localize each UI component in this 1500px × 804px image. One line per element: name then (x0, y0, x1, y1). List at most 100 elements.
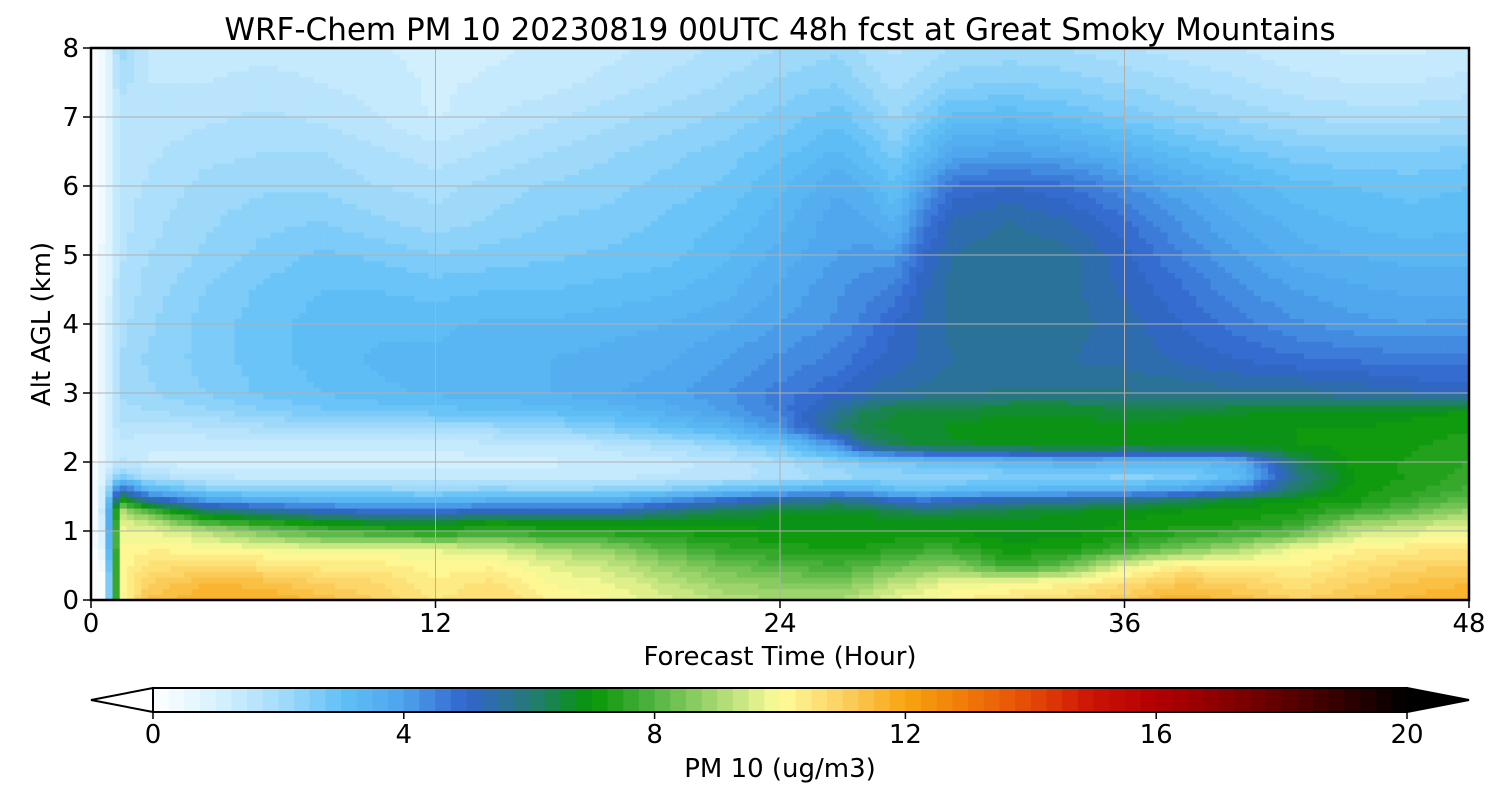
heatmap-cell (593, 479, 602, 486)
heatmap-cell (909, 531, 917, 538)
heatmap-cell (1318, 536, 1327, 544)
heatmap-cell (177, 542, 185, 549)
heatmap-cell (736, 473, 745, 480)
heatmap-cell (464, 467, 472, 475)
heatmap-cell (966, 542, 975, 549)
heatmap-cell (155, 565, 164, 572)
heatmap-cell (894, 548, 903, 555)
heatmap-cell (514, 456, 523, 463)
heatmap-cell (191, 594, 200, 601)
heatmap-cell (1382, 490, 1391, 498)
heatmap-cell (399, 508, 408, 515)
heatmap-cell (1016, 594, 1025, 601)
heatmap-cell (306, 513, 315, 521)
heatmap-cell (823, 565, 831, 572)
heatmap-cell (1232, 513, 1240, 521)
heatmap-cell (1440, 450, 1449, 457)
heatmap-cell (1404, 577, 1413, 584)
heatmap-cell (1081, 536, 1090, 544)
heatmap-cell (887, 450, 896, 457)
heatmap-cell (270, 588, 279, 595)
heatmap-cell (959, 462, 968, 469)
heatmap-cell (105, 496, 114, 503)
heatmap-cell (780, 559, 788, 567)
heatmap-cell (1045, 531, 1054, 538)
heatmap-cell (1311, 594, 1319, 601)
heatmap-cell (1418, 559, 1427, 567)
heatmap-cell (1196, 582, 1205, 590)
heatmap-cell (959, 490, 968, 498)
heatmap-cell (1160, 594, 1169, 601)
heatmap-cell (880, 496, 889, 503)
heatmap-cell (1124, 554, 1133, 561)
heatmap-cell (1174, 485, 1183, 492)
heatmap-cell (342, 559, 350, 567)
heatmap-cell (1174, 594, 1183, 601)
heatmap-cell (291, 462, 300, 469)
heatmap-cell (765, 485, 774, 492)
heatmap-cell (1031, 536, 1039, 544)
heatmap-cell (873, 467, 882, 475)
heatmap-cell (1433, 485, 1441, 492)
heatmap-cell (335, 462, 343, 469)
heatmap-cell (629, 565, 638, 572)
heatmap-cell (557, 513, 566, 521)
heatmap-cell (234, 565, 243, 572)
heatmap-cell (966, 490, 975, 498)
heatmap-cell (1390, 490, 1398, 498)
heatmap-cell (370, 565, 379, 572)
heatmap-cell (543, 456, 551, 463)
heatmap-cell (1117, 536, 1126, 544)
heatmap-cell (751, 554, 760, 561)
heatmap-cell (134, 582, 142, 590)
heatmap-cell (815, 508, 824, 515)
heatmap-cell (378, 554, 386, 561)
heatmap-cell (937, 594, 946, 601)
heatmap-cell (787, 565, 795, 572)
heatmap-cell (657, 490, 666, 498)
heatmap-cell (1332, 513, 1341, 521)
heatmap-cell (851, 571, 860, 578)
heatmap-cell (1095, 456, 1104, 463)
heatmap-cell (1217, 479, 1226, 486)
heatmap-cell (1232, 519, 1240, 526)
heatmap-cell (1110, 577, 1118, 584)
heatmap-cell (1081, 594, 1090, 601)
heatmap-cell (643, 531, 652, 538)
heatmap-cell (342, 456, 350, 463)
heatmap-cell (1002, 536, 1011, 544)
heatmap-cell (507, 496, 516, 503)
heatmap-cell (528, 594, 537, 601)
heatmap-cell (894, 456, 903, 463)
heatmap-cell (169, 502, 178, 509)
heatmap-cell (736, 565, 745, 572)
heatmap-cell (1124, 467, 1133, 475)
heatmap-cell (966, 594, 975, 601)
heatmap-cell (263, 548, 272, 555)
heatmap-cell (571, 554, 580, 561)
heatmap-cell (1196, 473, 1205, 480)
heatmap-cell (866, 462, 874, 469)
heatmap-cell (184, 588, 193, 595)
heatmap-cell (607, 485, 616, 492)
heatmap-cell (715, 577, 724, 584)
heatmap-cell (1009, 485, 1018, 492)
heatmap-cell (772, 554, 781, 561)
heatmap-cell (787, 508, 795, 515)
heatmap-cell (399, 571, 408, 578)
heatmap-cell (141, 565, 150, 572)
heatmap-cell (1210, 554, 1219, 561)
heatmap-cell (119, 450, 128, 457)
heatmap-cell (492, 496, 501, 503)
heatmap-cell (894, 513, 903, 521)
heatmap-cell (1411, 490, 1420, 498)
heatmap-cell (1052, 542, 1061, 549)
heatmap-cell (657, 571, 666, 578)
heatmap-cell (485, 467, 494, 475)
heatmap-cell (808, 502, 817, 509)
heatmap-cell (1095, 588, 1104, 595)
heatmap-cell (1196, 548, 1205, 555)
heatmap-cell (715, 559, 724, 567)
heatmap-cell (507, 456, 516, 463)
heatmap-cell (629, 479, 638, 486)
